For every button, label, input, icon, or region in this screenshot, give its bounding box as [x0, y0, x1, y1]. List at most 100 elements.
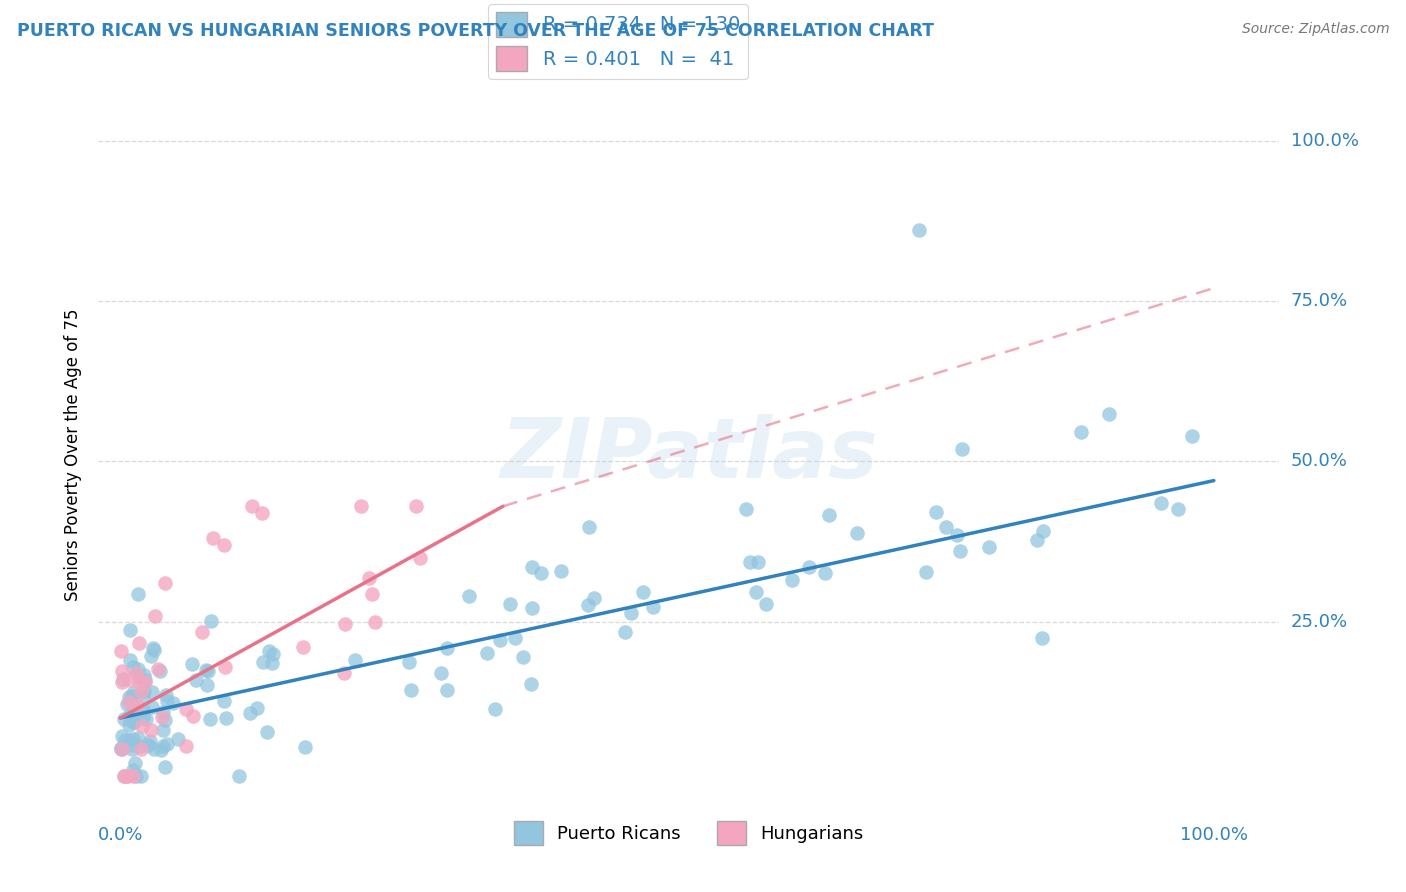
Point: [398, 655, 420, 669]
Point: [132, 703, 155, 717]
Point: [132, 690, 155, 704]
Point: [405, 500, 427, 514]
Point: [152, 723, 174, 738]
Point: [111, 674, 134, 689]
Point: [364, 615, 387, 629]
Point: [142, 640, 165, 655]
Point: [643, 600, 665, 615]
Point: [184, 673, 207, 687]
Point: [200, 614, 222, 628]
Point: [1150, 496, 1173, 510]
Point: [155, 688, 177, 702]
Point: [512, 650, 534, 665]
Point: [129, 769, 152, 783]
Point: [259, 644, 281, 658]
Point: [633, 585, 655, 599]
Point: [292, 640, 315, 654]
Point: [112, 712, 135, 726]
Point: [350, 500, 373, 514]
Point: [950, 442, 973, 457]
Point: [121, 742, 143, 756]
Point: [121, 763, 143, 777]
Point: [335, 617, 357, 632]
Point: [747, 555, 769, 569]
Point: [149, 664, 172, 678]
Point: [578, 520, 600, 534]
Point: [136, 738, 159, 752]
Point: [212, 694, 235, 708]
Text: 75.0%: 75.0%: [1291, 292, 1348, 310]
Point: [780, 573, 803, 587]
Point: [127, 587, 149, 601]
Point: [139, 648, 162, 663]
Point: [125, 665, 148, 680]
Text: ZIPatlas: ZIPatlas: [501, 415, 877, 495]
Point: [129, 739, 152, 753]
Point: [148, 662, 170, 676]
Point: [111, 729, 134, 743]
Point: [740, 555, 762, 569]
Point: [202, 532, 225, 546]
Point: [262, 647, 284, 661]
Point: [118, 709, 141, 723]
Legend: Puerto Ricans, Hungarians: Puerto Ricans, Hungarians: [508, 814, 870, 852]
Point: [1181, 429, 1204, 443]
Point: [332, 666, 354, 681]
Point: [112, 769, 135, 783]
Point: [124, 715, 146, 730]
Point: [115, 697, 138, 711]
Point: [436, 640, 458, 655]
Point: [436, 683, 458, 698]
Point: [979, 540, 1001, 554]
Point: [499, 597, 522, 611]
Point: [949, 544, 972, 558]
Point: [111, 664, 134, 678]
Point: [122, 714, 145, 729]
Point: [1032, 524, 1054, 538]
Point: [150, 710, 173, 724]
Point: [174, 739, 197, 753]
Point: [153, 575, 176, 590]
Point: [215, 711, 238, 725]
Point: [110, 741, 132, 756]
Point: [127, 701, 149, 715]
Point: [582, 591, 605, 605]
Point: [294, 740, 316, 755]
Point: [246, 700, 269, 714]
Point: [129, 684, 152, 698]
Point: [155, 713, 177, 727]
Point: [111, 741, 134, 756]
Point: [228, 769, 250, 783]
Point: [139, 733, 162, 747]
Point: [946, 528, 969, 542]
Point: [134, 673, 156, 687]
Point: [120, 733, 142, 747]
Point: [191, 625, 214, 640]
Point: [530, 566, 553, 580]
Text: PUERTO RICAN VS HUNGARIAN SENIORS POVERTY OVER THE AGE OF 75 CORRELATION CHART: PUERTO RICAN VS HUNGARIAN SENIORS POVERT…: [17, 22, 934, 40]
Point: [122, 769, 145, 783]
Point: [520, 560, 543, 574]
Point: [576, 599, 599, 613]
Point: [1070, 425, 1092, 439]
Point: [128, 674, 150, 689]
Point: [214, 660, 236, 674]
Point: [131, 742, 153, 756]
Point: [152, 705, 174, 719]
Point: [149, 743, 172, 757]
Point: [797, 560, 820, 574]
Text: Source: ZipAtlas.com: Source: ZipAtlas.com: [1241, 22, 1389, 37]
Point: [484, 702, 506, 716]
Point: [194, 664, 217, 678]
Point: [118, 623, 141, 637]
Point: [818, 508, 841, 523]
Point: [212, 538, 235, 552]
Point: [141, 685, 163, 699]
Point: [143, 742, 166, 756]
Point: [252, 506, 274, 520]
Point: [344, 653, 367, 667]
Point: [198, 712, 221, 726]
Point: [118, 673, 141, 688]
Point: [195, 678, 218, 692]
Point: [1167, 502, 1189, 516]
